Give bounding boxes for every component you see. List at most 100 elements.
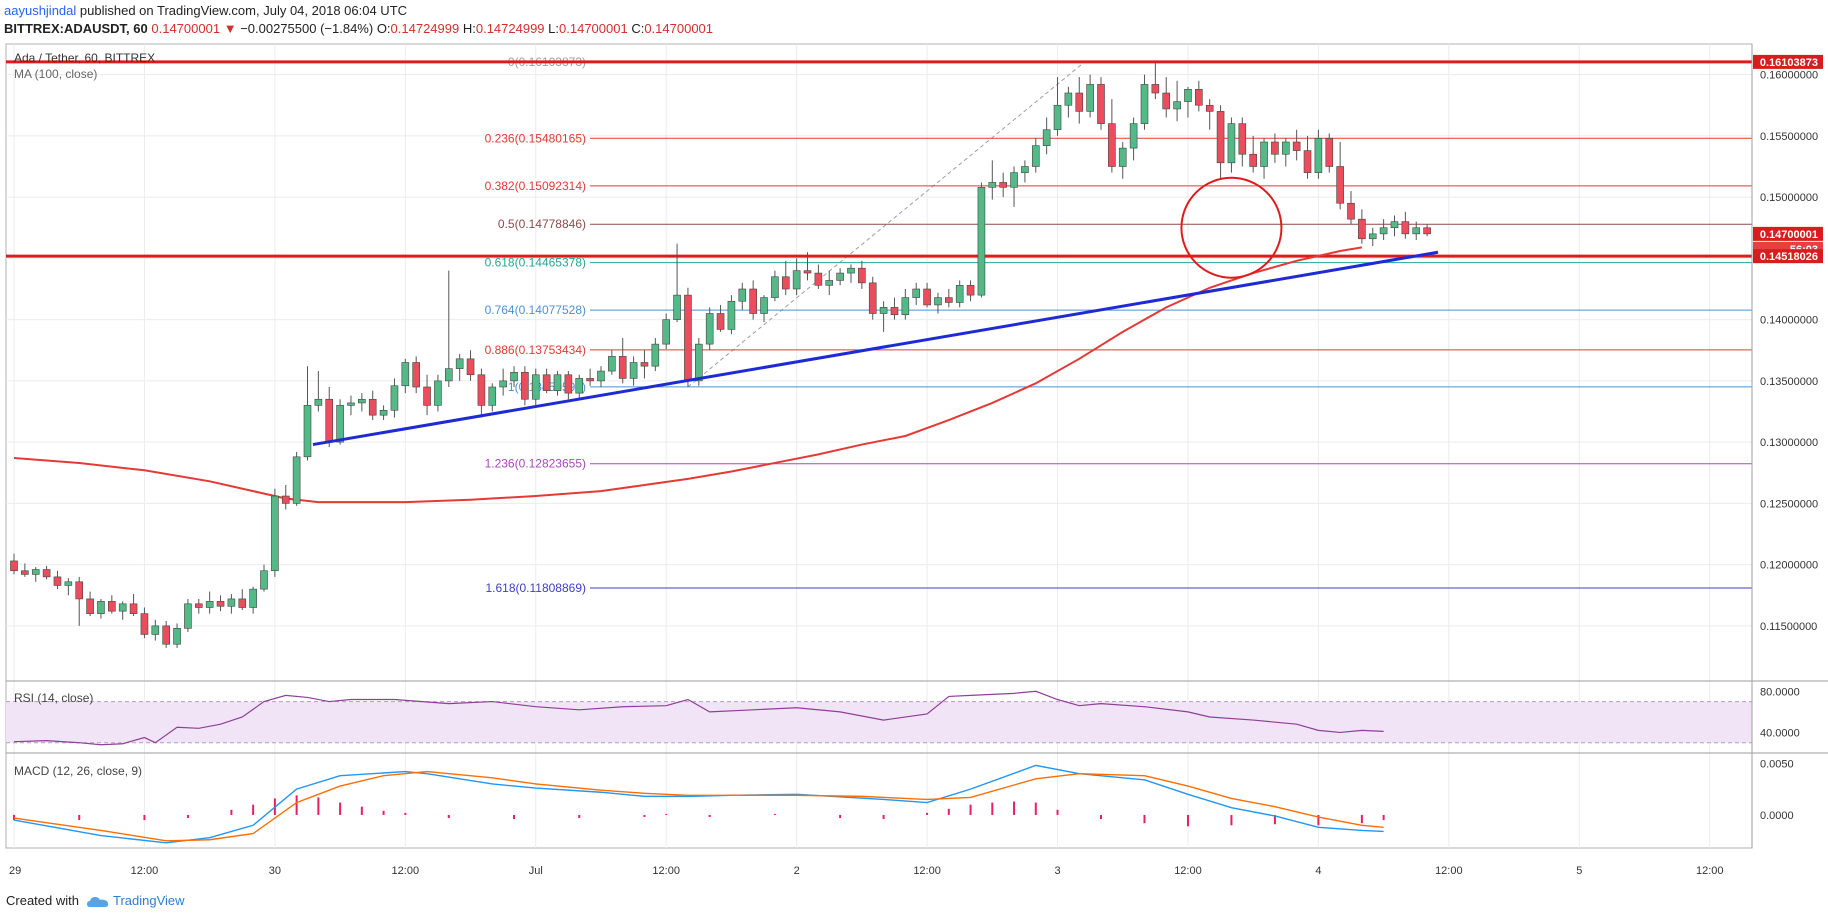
candle-body <box>1140 84 1149 124</box>
candle-body <box>640 362 649 367</box>
created-with-text: Created with <box>6 893 79 908</box>
highlight-circle[interactable] <box>1180 176 1283 279</box>
candle <box>216 595 225 612</box>
rsi-band <box>6 701 1752 744</box>
chart-area[interactable]: 0(0.16103873)0.236(0.15480165)0.382(0.15… <box>0 42 1828 884</box>
time-tick-label: 12:00 <box>131 865 159 877</box>
rsi-band-fill <box>6 701 1752 743</box>
candle <box>108 595 116 614</box>
candle-body <box>379 409 388 416</box>
signal-line <box>13 770 1384 842</box>
candle <box>521 366 529 406</box>
fib-anchor-line <box>687 61 1086 388</box>
tradingview-link[interactable]: TradingView <box>112 893 185 908</box>
candle-body <box>260 570 268 590</box>
candle <box>1064 86 1073 118</box>
candle-body <box>1303 150 1312 173</box>
horizontal-lines[interactable] <box>6 60 1752 258</box>
symbol-ohlc-line: BITTREX:ADAUSDT, 60 0.14700001 ▼ −0.0027… <box>4 21 713 36</box>
fib-level-label: 0.382(0.15092314) <box>485 179 586 193</box>
candle <box>184 598 192 632</box>
candle-body <box>173 628 181 645</box>
candle <box>803 252 812 281</box>
candle <box>977 182 986 298</box>
candle-body <box>194 603 203 608</box>
candle-body <box>879 307 888 314</box>
candle-body <box>281 495 290 504</box>
candle <box>1118 142 1127 179</box>
candle-body <box>499 380 507 388</box>
candle-body <box>1401 221 1410 235</box>
candle-body <box>1281 141 1290 155</box>
candle-body <box>792 270 801 290</box>
candle <box>140 607 149 639</box>
change-down-icon: ▼ <box>223 21 237 36</box>
author-link[interactable]: aayushjindal <box>4 3 77 18</box>
candle <box>1390 215 1399 237</box>
candle <box>358 393 366 412</box>
candle <box>510 366 518 387</box>
candle <box>1216 105 1225 179</box>
last-price: 0.14700001 <box>151 21 221 36</box>
candle-body <box>1075 92 1084 112</box>
candle-body <box>151 625 160 635</box>
price-tick-label: 0.13000000 <box>1760 437 1818 449</box>
candle <box>423 374 431 416</box>
candle <box>151 619 160 641</box>
candle <box>271 488 279 577</box>
candle-body <box>314 398 323 406</box>
time-tick-label: 3 <box>1054 865 1060 877</box>
candle-body <box>303 405 312 458</box>
price-axis[interactable]: 0.160000000.155000000.150000000.14500000… <box>1753 54 1823 822</box>
candle-body <box>945 297 953 303</box>
candle <box>1010 166 1018 207</box>
candle <box>825 270 834 296</box>
candle <box>1347 191 1355 225</box>
price-tick-label: 0.15000000 <box>1760 192 1818 204</box>
candle-body <box>216 601 225 607</box>
rsi-legend: RSI (14, close) <box>14 691 93 705</box>
candle-body <box>292 456 301 504</box>
time-tick-label: 4 <box>1315 865 1321 877</box>
candle <box>792 258 801 296</box>
candle <box>194 598 203 614</box>
candle-body <box>825 280 834 286</box>
candle-body <box>1260 141 1268 167</box>
candle <box>988 160 997 200</box>
candle-body <box>868 282 877 314</box>
candle <box>260 564 268 592</box>
candle <box>1358 209 1366 244</box>
price-tick-label: 0.16000000 <box>1760 70 1818 82</box>
candle <box>879 301 888 332</box>
change-value: −0.00275500 (−1.84%) <box>240 21 374 36</box>
candle-body <box>1216 111 1225 164</box>
time-tick-label: 12:00 <box>392 865 420 877</box>
rsi-tick-label: 80.0000 <box>1760 686 1800 698</box>
candle-body <box>847 267 855 274</box>
candle <box>10 553 18 575</box>
candle-body <box>140 613 149 635</box>
open-value: 0.14724999 <box>390 21 460 36</box>
candle <box>890 297 899 320</box>
time-tick-label: 30 <box>269 865 281 877</box>
open-label: O: <box>376 21 391 36</box>
candle <box>1412 221 1421 240</box>
candle-body <box>1423 227 1431 235</box>
candle-body <box>162 625 170 645</box>
ma-legend: MA (100, close) <box>14 67 97 81</box>
candle-body <box>542 374 551 391</box>
candle <box>662 313 671 350</box>
candle-body <box>390 385 399 411</box>
candle-body <box>955 285 964 303</box>
candle <box>314 371 323 412</box>
candle <box>21 563 29 577</box>
trend-line[interactable] <box>312 250 1439 447</box>
time-axis[interactable]: 29 12:00 30 12:00 Jul 12:00 2 12:00 3 12:00 4 12:00… <box>9 865 1723 877</box>
price-label-bg <box>1753 249 1823 264</box>
candle-body <box>1325 138 1334 167</box>
candle <box>912 282 921 305</box>
candle-body <box>1358 218 1366 240</box>
candle <box>1271 133 1279 163</box>
candle-body <box>249 588 257 608</box>
candles <box>10 62 1431 648</box>
